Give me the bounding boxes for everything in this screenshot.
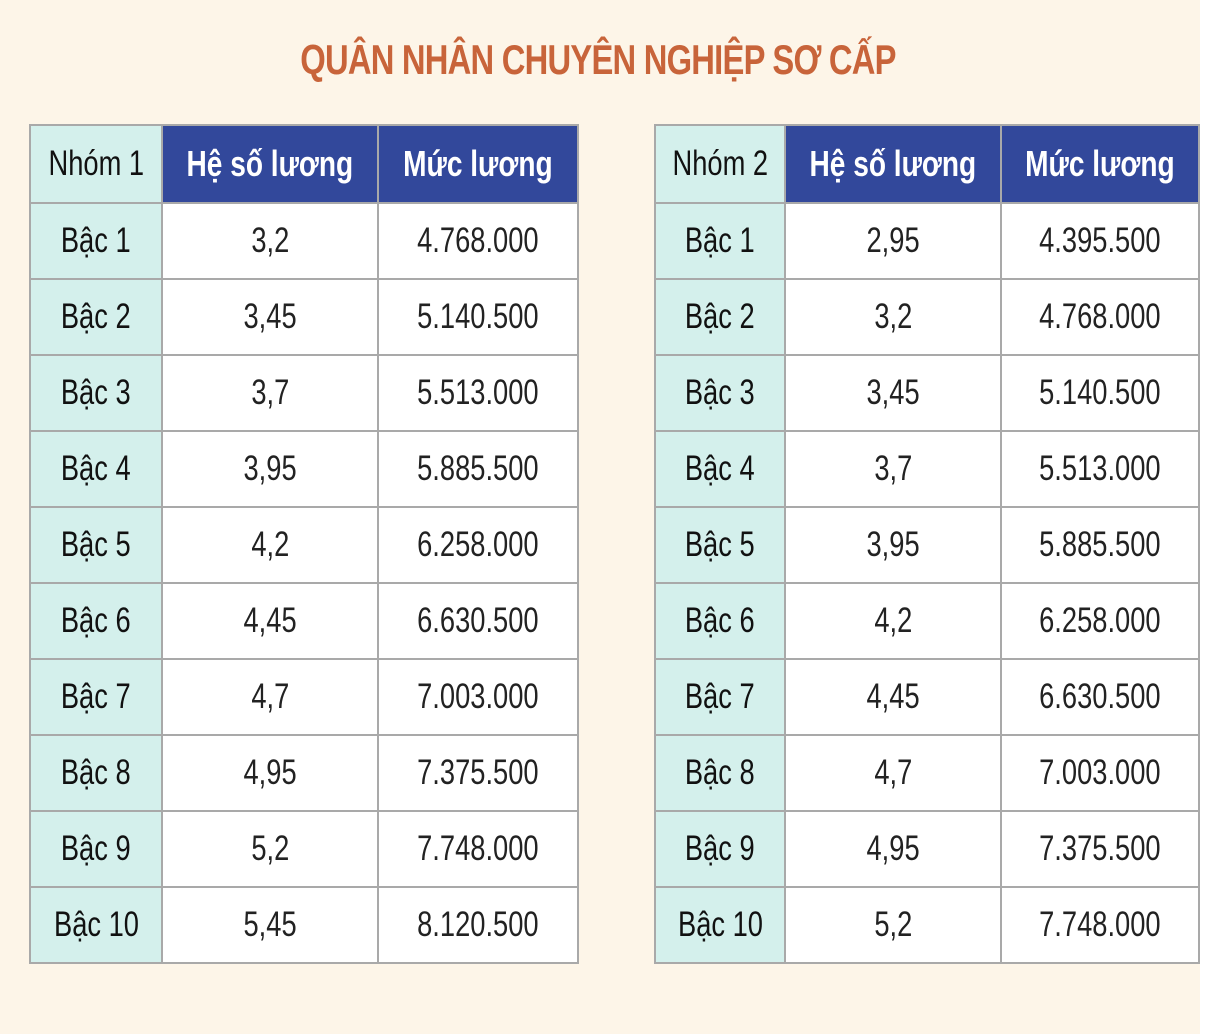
coefficient-cell: 4,2 xyxy=(161,506,379,584)
coefficient-column-header: Hệ số lương xyxy=(783,124,1002,204)
coefficient-cell: 3,45 xyxy=(783,354,1002,432)
table-row: Bậc 1 2,95 4.395.500 xyxy=(654,202,1201,280)
level-cell: Bậc 2 xyxy=(654,278,786,356)
coefficient-cell: 4,95 xyxy=(161,734,379,812)
table-row: Bậc 3 3,7 5.513.000 xyxy=(29,354,579,432)
level-cell: Bậc 5 xyxy=(654,506,786,584)
coefficient-cell: 4,45 xyxy=(161,582,379,660)
coefficient-cell: 5,45 xyxy=(161,886,379,964)
level-cell: Bậc 8 xyxy=(654,734,786,812)
coefficient-cell: 5,2 xyxy=(161,810,379,888)
level-cell: Bậc 8 xyxy=(29,734,163,812)
table-row: Bậc 7 4,7 7.003.000 xyxy=(29,658,579,736)
level-cell: Bậc 9 xyxy=(654,810,786,888)
salary-cell: 7.003.000 xyxy=(376,658,579,736)
coefficient-cell: 3,95 xyxy=(161,430,379,508)
level-cell: Bậc 3 xyxy=(29,354,163,432)
table-row: Bậc 8 4,95 7.375.500 xyxy=(29,734,579,812)
salary-cell: 6.258.000 xyxy=(376,506,579,584)
coefficient-cell: 4,45 xyxy=(783,658,1002,736)
group-header: Nhóm 2 xyxy=(654,124,786,204)
table-row: Bậc 1 3,2 4.768.000 xyxy=(29,202,579,280)
salary-cell: 7.748.000 xyxy=(376,810,579,888)
table-row: Bậc 9 5,2 7.748.000 xyxy=(29,810,579,888)
coefficient-cell: 3,7 xyxy=(161,354,379,432)
salary-cell: 6.630.500 xyxy=(999,658,1201,736)
salary-cell: 5.885.500 xyxy=(999,506,1201,584)
table-header-row: Nhóm 1 Hệ số lương Mức lương xyxy=(29,124,579,204)
level-cell: Bậc 6 xyxy=(654,582,786,660)
salary-cell: 5.140.500 xyxy=(376,278,579,356)
salary-cell: 8.120.500 xyxy=(376,886,579,964)
table-row: Bậc 9 4,95 7.375.500 xyxy=(654,810,1201,888)
table-row: Bậc 5 4,2 6.258.000 xyxy=(29,506,579,584)
salary-cell: 5.513.000 xyxy=(376,354,579,432)
level-cell: Bậc 1 xyxy=(29,202,163,280)
coefficient-cell: 4,2 xyxy=(783,582,1002,660)
table-header-row: Nhóm 2 Hệ số lương Mức lương xyxy=(654,124,1201,204)
table-row: Bậc 6 4,2 6.258.000 xyxy=(654,582,1201,660)
salary-cell: 5.513.000 xyxy=(999,430,1201,508)
salary-cell: 7.375.500 xyxy=(999,810,1201,888)
level-cell: Bậc 7 xyxy=(29,658,163,736)
page-title: QUÂN NHÂN CHUYÊN NGHIỆP SƠ CẤP xyxy=(300,36,896,83)
salary-table-group-1: Nhóm 1 Hệ số lương Mức lương Bậc 1 3,2 4.7… xyxy=(29,124,579,964)
coefficient-cell: 3,95 xyxy=(783,506,1002,584)
salary-cell: 4.768.000 xyxy=(999,278,1201,356)
coefficient-cell: 3,2 xyxy=(783,278,1002,356)
coefficient-cell: 4,7 xyxy=(783,734,1002,812)
salary-column-header: Mức lương xyxy=(999,124,1201,204)
level-cell: Bậc 4 xyxy=(654,430,786,508)
coefficient-cell: 3,7 xyxy=(783,430,1002,508)
coefficient-cell: 4,7 xyxy=(161,658,379,736)
salary-cell: 6.630.500 xyxy=(376,582,579,660)
group-header: Nhóm 1 xyxy=(29,124,163,204)
level-cell: Bậc 9 xyxy=(29,810,163,888)
table-row: Bậc 3 3,45 5.140.500 xyxy=(654,354,1201,432)
table-row: Bậc 2 3,2 4.768.000 xyxy=(654,278,1201,356)
table-row: Bậc 4 3,7 5.513.000 xyxy=(654,430,1201,508)
coefficient-cell: 3,2 xyxy=(161,202,379,280)
table-row: Bậc 10 5,45 8.120.500 xyxy=(29,886,579,964)
salary-cell: 5.140.500 xyxy=(999,354,1201,432)
table-row: Bậc 8 4,7 7.003.000 xyxy=(654,734,1201,812)
level-cell: Bậc 4 xyxy=(29,430,163,508)
level-cell: Bậc 6 xyxy=(29,582,163,660)
salary-cell: 5.885.500 xyxy=(376,430,579,508)
table-row: Bậc 6 4,45 6.630.500 xyxy=(29,582,579,660)
salary-cell: 7.748.000 xyxy=(999,886,1201,964)
coefficient-cell: 4,95 xyxy=(783,810,1002,888)
table-row: Bậc 5 3,95 5.885.500 xyxy=(654,506,1201,584)
salary-cell: 4.768.000 xyxy=(376,202,579,280)
level-cell: Bậc 7 xyxy=(654,658,786,736)
salary-cell: 6.258.000 xyxy=(999,582,1201,660)
level-cell: Bậc 10 xyxy=(29,886,163,964)
salary-cell: 7.375.500 xyxy=(376,734,579,812)
coefficient-cell: 2,95 xyxy=(783,202,1002,280)
coefficient-column-header: Hệ số lương xyxy=(161,124,379,204)
level-cell: Bậc 2 xyxy=(29,278,163,356)
coefficient-cell: 5,2 xyxy=(783,886,1002,964)
coefficient-cell: 3,45 xyxy=(161,278,379,356)
table-row: Bậc 7 4,45 6.630.500 xyxy=(654,658,1201,736)
salary-table-group-2: Nhóm 2 Hệ số lương Mức lương Bậc 1 2,95 4.… xyxy=(654,124,1201,964)
salary-cell: 4.395.500 xyxy=(999,202,1201,280)
level-cell: Bậc 3 xyxy=(654,354,786,432)
level-cell: Bậc 5 xyxy=(29,506,163,584)
table-row: Bậc 4 3,95 5.885.500 xyxy=(29,430,579,508)
level-cell: Bậc 10 xyxy=(654,886,786,964)
table-row: Bậc 2 3,45 5.140.500 xyxy=(29,278,579,356)
level-cell: Bậc 1 xyxy=(654,202,786,280)
salary-column-header: Mức lương xyxy=(376,124,579,204)
table-row: Bậc 10 5,2 7.748.000 xyxy=(654,886,1201,964)
salary-cell: 7.003.000 xyxy=(999,734,1201,812)
